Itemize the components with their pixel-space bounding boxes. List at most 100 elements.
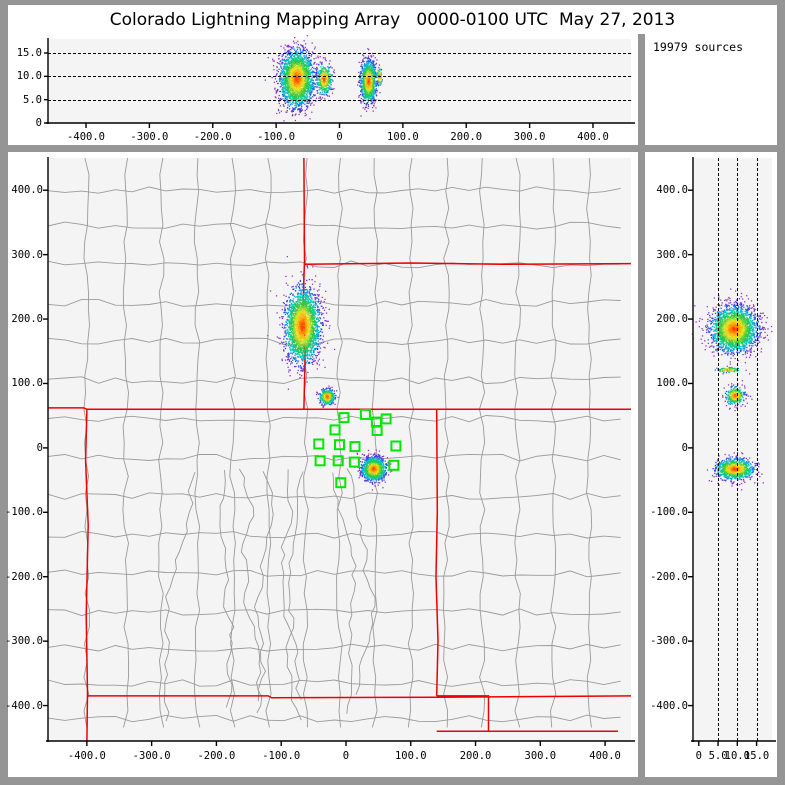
lma-station-marker[interactable] <box>390 440 402 452</box>
axis-tick-label: -400.0 <box>5 699 43 712</box>
axis-tick-label: -400.0 <box>67 750 106 762</box>
county-line <box>336 157 343 728</box>
gridline-vertical <box>718 158 720 741</box>
county-line <box>478 157 486 728</box>
title-bar: Colorado Lightning Mapping Array 0000-01… <box>8 5 777 34</box>
lma-station-marker[interactable] <box>380 413 392 425</box>
county-line <box>163 472 196 722</box>
county-line <box>550 157 557 728</box>
county-line <box>253 471 274 714</box>
lma-station-marker[interactable] <box>332 455 344 467</box>
gridline-vertical <box>756 158 758 741</box>
axis-tick-label: 400.0 <box>589 750 621 762</box>
lightning-source-cluster <box>691 288 773 375</box>
county-line <box>47 376 621 385</box>
axis-tick-label: 0 <box>681 441 688 454</box>
lightning-source-cluster <box>267 256 336 390</box>
axis-tick-label: 400.0 <box>656 184 688 197</box>
county-line <box>407 157 415 728</box>
lma-station-marker[interactable] <box>314 455 326 467</box>
county-line <box>219 469 235 708</box>
axis-tick-label: 5.0 <box>708 750 728 762</box>
axis-tick-label: -200.0 <box>650 570 688 583</box>
lightning-source-cluster <box>315 385 339 409</box>
county-line <box>47 415 621 423</box>
altitude-vs-east-west-panel[interactable]: 0 5.0 10.0 15.0 -400.0 -300.0 -200.0 -100.0 0 100… <box>8 34 638 145</box>
axis-tick-label: 400.0 <box>11 184 43 197</box>
lma-station-marker[interactable] <box>348 456 360 468</box>
lma-station-marker[interactable] <box>359 408 371 420</box>
lma-station-marker[interactable] <box>313 438 325 450</box>
county-line <box>47 569 621 578</box>
axis-tick-label: 100.0 <box>387 131 419 143</box>
axis-tick-label: 300.0 <box>513 131 546 143</box>
axis-tick-label: 0 <box>695 750 702 762</box>
axis-tick-label: -300.0 <box>650 635 688 648</box>
axis-tick-label: 400.0 <box>577 131 609 143</box>
plan-view-map-panel[interactable]: 400.0 300.0 200.0 100.0 0 -100.0 -200.0 -300.0 -… <box>5 152 638 777</box>
north-south-vs-altitude-panel[interactable]: 400.0 300.0 200.0 100.0 0 -100.0 -200.0 -300.0 -… <box>645 152 777 777</box>
county-line <box>264 157 272 728</box>
axis-tick-label: -100.0 <box>262 750 301 762</box>
axis-tick-label: 0 <box>342 750 350 762</box>
colorado-west-border <box>84 409 89 742</box>
gridline-vertical <box>737 158 739 741</box>
axis-tick-label: 10.0 <box>16 70 42 83</box>
gridline-horizontal <box>48 53 631 54</box>
county-line <box>47 492 621 501</box>
lightning-source-cluster <box>354 449 393 491</box>
county-line <box>229 157 236 728</box>
lma-station-marker[interactable] <box>388 459 400 471</box>
county-line <box>47 714 621 723</box>
colorado-east-border <box>435 409 439 696</box>
lma-station-marker[interactable] <box>334 439 345 451</box>
lma-station-marker[interactable] <box>335 477 347 489</box>
county-line <box>47 186 621 194</box>
axis-tick-label: 0 <box>35 117 42 129</box>
axis-tick-label: -200.0 <box>5 570 43 583</box>
lightning-source-cluster <box>357 48 382 117</box>
lma-station-marker[interactable] <box>349 441 361 453</box>
axis-tick-label: -100.0 <box>5 506 43 519</box>
axis-tick-label: -400.0 <box>650 699 688 712</box>
lma-station-marker[interactable] <box>371 425 383 436</box>
axis-tick-label: 200.0 <box>459 750 492 762</box>
axis-tick-label: 100.0 <box>656 377 688 390</box>
axis-tick-label: 0 <box>336 131 343 143</box>
county-line <box>332 472 357 714</box>
axis-tick-label: 15.0 <box>743 750 770 762</box>
county-line <box>47 531 621 539</box>
axis-tick-label: -100.0 <box>257 131 296 143</box>
lightning-source-cluster <box>706 452 764 491</box>
colorado-north-border <box>48 407 631 410</box>
lightning-source-cluster <box>714 365 747 375</box>
sources-count-label: 19979 sources <box>653 40 744 54</box>
gridline-horizontal <box>48 76 631 78</box>
county-line <box>302 157 309 728</box>
county-line <box>371 157 379 728</box>
axis-tick-label: -300.0 <box>5 635 43 648</box>
lma-station-marker[interactable] <box>338 412 350 424</box>
county-line <box>346 468 376 695</box>
axis-tick-label: 15.0 <box>16 47 42 59</box>
axis-tick-label: 300.0 <box>11 248 43 261</box>
county-boundaries <box>47 157 621 728</box>
lightning-source-cluster <box>264 35 323 122</box>
axis-tick-label: 200.0 <box>656 313 688 326</box>
map-scatter-and-borders <box>43 157 635 746</box>
county-line <box>47 221 621 230</box>
county-line <box>47 643 621 652</box>
county-line <box>443 157 450 728</box>
lma-station-markers[interactable] <box>313 408 402 489</box>
county-line <box>285 471 304 721</box>
axis-tick-label: 0 <box>36 441 43 454</box>
lma-station-marker[interactable] <box>329 424 341 436</box>
county-line <box>47 679 621 687</box>
right-plot-area[interactable] <box>693 158 772 741</box>
axis-tick-label: -300.0 <box>132 750 171 762</box>
county-line <box>158 157 165 728</box>
lightning-source-cluster <box>313 55 335 100</box>
county-line <box>83 157 91 728</box>
axis-tick-label: -300.0 <box>130 131 169 143</box>
